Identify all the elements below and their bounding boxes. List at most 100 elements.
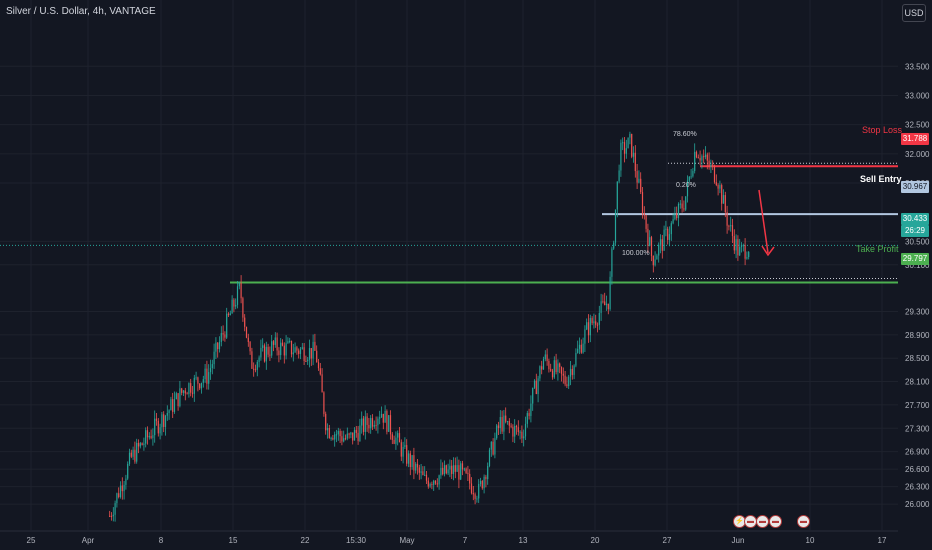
candle-body xyxy=(596,324,599,326)
candle-body xyxy=(280,342,282,356)
candle-body xyxy=(546,354,548,361)
flag-icon[interactable]: ▬ xyxy=(797,515,810,528)
candle-body xyxy=(357,432,359,442)
price-tick-label: 33.500 xyxy=(905,62,930,71)
candle-body xyxy=(634,152,636,172)
candle-body xyxy=(191,392,194,394)
candle-body xyxy=(330,437,332,439)
candle-body xyxy=(566,384,568,387)
candle-body xyxy=(636,171,638,183)
candle-body xyxy=(530,403,532,416)
candle-body xyxy=(499,417,501,429)
candle-body xyxy=(526,413,528,424)
candle-body xyxy=(163,414,165,427)
candle-body xyxy=(303,347,305,361)
projection-arrow xyxy=(758,189,775,257)
candle-body xyxy=(411,455,413,468)
candle-body xyxy=(564,375,566,385)
candle-body xyxy=(339,430,341,437)
candlestick-series xyxy=(109,131,750,522)
candle-body xyxy=(690,176,692,178)
candle-body xyxy=(182,390,185,393)
candle-body xyxy=(474,494,476,499)
candle-body xyxy=(425,474,428,481)
candle-body xyxy=(589,318,591,336)
time-tick-label: 27 xyxy=(663,536,672,545)
candle-body xyxy=(236,286,239,305)
candle-body xyxy=(598,313,600,325)
candle-body xyxy=(418,467,420,473)
candle-body xyxy=(641,192,644,214)
stop-loss-price-tag: 31.788 xyxy=(901,133,929,145)
candle-body xyxy=(400,442,402,457)
candle-body xyxy=(742,245,744,247)
candle-body xyxy=(415,463,417,471)
candle-body xyxy=(688,176,690,181)
candle-body xyxy=(213,351,215,365)
flag-icon[interactable]: ▬ xyxy=(756,515,769,528)
price-axis: 33.50033.00032.50032.00031.50030.50030.1… xyxy=(905,62,930,509)
candle-body xyxy=(521,431,523,439)
candle-body xyxy=(577,348,579,353)
candle-body xyxy=(397,433,399,438)
candle-body xyxy=(676,213,678,219)
candle-body xyxy=(562,373,564,376)
candle-body xyxy=(731,225,734,237)
candle-body xyxy=(501,417,503,432)
candle-body xyxy=(299,348,302,354)
candle-body xyxy=(386,411,388,432)
candle-body xyxy=(361,418,363,426)
candle-body xyxy=(514,425,516,437)
candle-body xyxy=(136,442,138,462)
candle-body xyxy=(670,223,672,235)
candle-body xyxy=(379,417,381,419)
candle-body xyxy=(344,438,347,440)
candle-body xyxy=(148,435,150,438)
candle-body xyxy=(550,369,552,371)
candle-body xyxy=(350,432,352,435)
take-profit-price-tag: 29.797 xyxy=(901,253,929,265)
candle-body xyxy=(337,430,339,435)
candle-body xyxy=(724,195,726,213)
candle-body xyxy=(429,484,431,487)
candle-body xyxy=(179,388,181,407)
candle-body xyxy=(186,393,188,395)
candle-body xyxy=(704,154,707,158)
candle-body xyxy=(263,345,266,362)
candle-body xyxy=(265,346,267,362)
candle-body xyxy=(145,430,147,444)
candle-body xyxy=(551,370,554,378)
candle-body xyxy=(276,337,278,351)
candle-body xyxy=(251,351,253,369)
candle-body xyxy=(706,154,708,161)
candle-body xyxy=(640,178,642,193)
currency-button[interactable]: USD xyxy=(902,4,926,22)
candle-body xyxy=(506,421,509,423)
candle-body xyxy=(658,244,660,256)
candle-body xyxy=(548,360,550,370)
candle-body xyxy=(380,413,383,418)
candle-body xyxy=(436,483,438,485)
candle-body xyxy=(343,438,345,442)
candle-body xyxy=(433,480,435,485)
candle-body xyxy=(143,443,145,446)
candle-body xyxy=(274,337,276,345)
flag-icon[interactable]: ▬ xyxy=(769,515,782,528)
candle-body xyxy=(607,303,609,310)
candle-body xyxy=(672,219,674,224)
candle-body xyxy=(553,360,555,378)
candle-body xyxy=(730,225,732,227)
candle-body xyxy=(496,425,498,439)
candle-body xyxy=(445,465,447,474)
candle-body xyxy=(584,329,586,344)
candle-body xyxy=(181,388,183,393)
candle-body xyxy=(112,514,114,517)
candle-body xyxy=(442,467,444,475)
candle-body xyxy=(557,363,559,373)
candle-body xyxy=(532,387,534,404)
candle-body xyxy=(539,366,541,379)
time-tick-label: 15:30 xyxy=(346,536,367,545)
candle-body xyxy=(512,426,514,437)
candle-body xyxy=(233,299,235,307)
